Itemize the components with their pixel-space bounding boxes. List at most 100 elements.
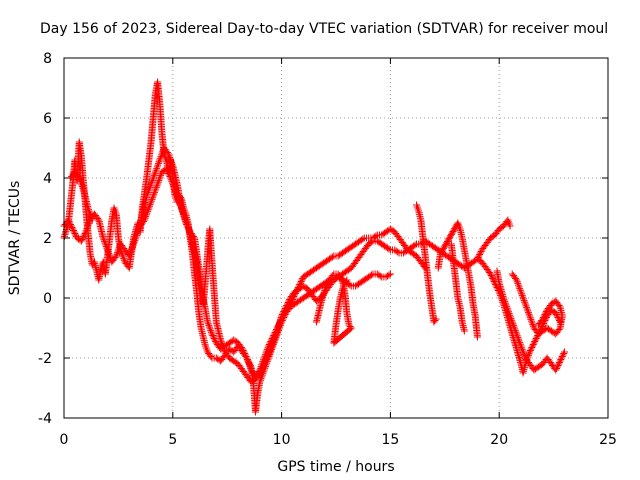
data-point [182, 215, 190, 223]
data-point [513, 330, 521, 338]
data-point [147, 180, 155, 188]
data-point [510, 323, 518, 331]
data-point [544, 305, 552, 312]
data-point [531, 338, 539, 345]
data-point [131, 235, 139, 243]
data-point [125, 252, 133, 260]
data-point [527, 345, 535, 353]
data-point [152, 185, 160, 193]
data-point [240, 348, 248, 356]
series-track-e [413, 201, 514, 341]
data-point [265, 349, 273, 357]
data-point [526, 347, 534, 354]
data-point [473, 333, 481, 341]
data-point [256, 376, 264, 384]
data-point [535, 320, 543, 327]
data-point [529, 341, 537, 348]
data-point [218, 339, 226, 347]
data-point [323, 281, 331, 288]
data-point [532, 335, 540, 342]
data-point [284, 299, 292, 306]
y-tick-label: -2 [38, 351, 52, 367]
data-point [477, 248, 485, 255]
data-point [152, 166, 160, 174]
data-point [147, 197, 155, 205]
data-point [521, 352, 529, 360]
data-point [385, 245, 393, 253]
data-point [86, 211, 94, 219]
data-point [177, 203, 185, 211]
data-point [503, 303, 511, 311]
data-point [556, 357, 564, 365]
data-point [525, 350, 533, 358]
data-point [139, 218, 147, 225]
data-point [321, 285, 329, 293]
data-point [518, 290, 526, 298]
data-point [443, 239, 451, 247]
data-point [242, 353, 250, 360]
data-point [77, 179, 85, 187]
data-point [156, 154, 164, 162]
data-point [298, 276, 306, 284]
data-point [86, 209, 94, 217]
data-point [273, 329, 281, 337]
data-point [75, 174, 83, 182]
data-point [264, 353, 272, 360]
data-point [517, 342, 525, 350]
data-point [180, 210, 188, 218]
y-axis-label: SDTVAR / TECUs [7, 181, 23, 296]
data-point [266, 346, 274, 354]
data-point [487, 272, 495, 279]
data-point [130, 238, 138, 246]
data-point [85, 219, 93, 227]
data-point [534, 321, 542, 329]
data-point [502, 301, 510, 309]
data-point [241, 350, 249, 357]
data-point [181, 213, 189, 221]
y-tick-label: -4 [38, 411, 52, 427]
data-point [150, 190, 158, 198]
data-point [113, 249, 121, 257]
data-point [542, 308, 550, 315]
data-point [368, 271, 376, 279]
data-point [156, 173, 164, 181]
data-point [158, 151, 166, 159]
data-point [143, 190, 151, 198]
data-point [527, 315, 535, 323]
data-point [132, 233, 140, 241]
data-point [165, 152, 173, 160]
grid [64, 58, 608, 418]
data-point [460, 327, 468, 335]
data-point [115, 245, 123, 253]
data-point [522, 302, 530, 310]
data-point [255, 371, 263, 378]
data-point [529, 342, 537, 350]
data-point [258, 365, 266, 372]
data-point [165, 171, 173, 179]
data-point [508, 318, 516, 326]
data-point [518, 291, 526, 299]
data-point [526, 312, 534, 320]
data-point [552, 366, 560, 374]
data-point [542, 309, 550, 317]
data-point [141, 214, 149, 222]
data-point [486, 270, 494, 278]
data-point [513, 332, 521, 340]
data-point [560, 350, 568, 357]
data-point [119, 253, 127, 261]
data-point [278, 312, 286, 320]
data-point [217, 336, 225, 344]
data-point [281, 306, 289, 314]
data-point [237, 344, 245, 351]
data-point [104, 246, 112, 254]
data-point [509, 320, 517, 328]
data-point [114, 247, 122, 255]
data-point [394, 248, 402, 256]
data-point [271, 334, 279, 342]
data-point [500, 294, 508, 302]
x-tick-label: 0 [60, 432, 69, 448]
data-point [166, 173, 174, 180]
data-point [528, 317, 536, 325]
data-point [518, 345, 526, 353]
